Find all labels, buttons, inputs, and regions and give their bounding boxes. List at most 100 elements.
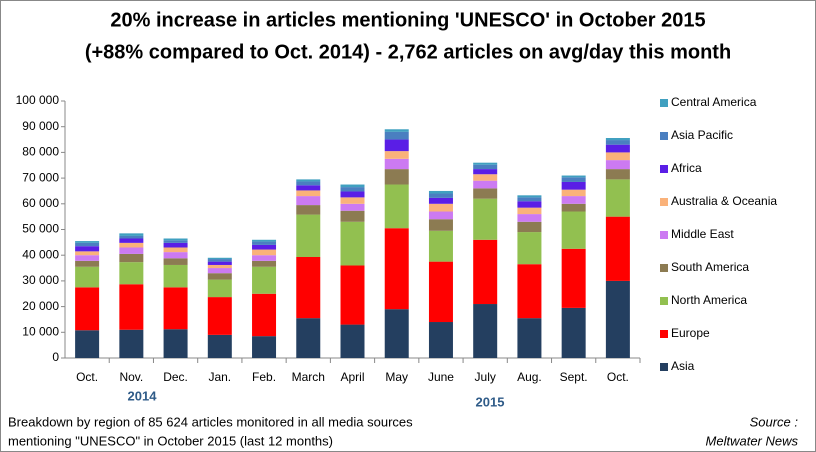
bar-segment [517,195,542,198]
bar-segment [340,187,365,192]
legend-label: Asia Pacific [671,128,733,142]
bar-segment [119,284,144,330]
bar-segment [428,261,453,323]
bar-segment [75,241,100,243]
y-tick-label: 50 000 [22,222,59,236]
bar-segment [473,198,498,240]
bar-segment [517,207,542,215]
x-tick-label: Sept. [560,370,588,384]
caption: mentioning "UNESCO" in October 2015 (las… [8,433,333,448]
x-tick-label: Jan. [208,370,231,384]
bar-segment [119,329,144,358]
bar-segment [561,177,586,182]
bar-segment [119,247,144,254]
bar-segment [561,175,586,178]
bar-segment [207,259,232,262]
bar-segment [340,191,365,198]
bar-segment [561,248,586,308]
bar-segment [119,242,144,248]
x-tick-label: Dec. [163,370,188,384]
bar-segment [75,260,100,267]
bar-segment [296,256,321,319]
legend-label: Europe [671,326,710,340]
legend-swatch [660,198,668,206]
bar-segment [517,264,542,319]
bar-segment [75,242,100,247]
y-tick-label: 80 000 [22,145,59,159]
bar-segment [163,247,188,253]
y-tick-label: 90 000 [22,119,59,133]
bar-segment [119,262,144,285]
bar-segment [384,139,409,152]
legend-label: Australia & Oceania [671,194,777,208]
bar-segment [252,293,277,337]
y-tick-label: 30 000 [22,273,59,287]
bar-segment [163,264,188,288]
bar-segment [473,188,498,199]
legend-swatch [660,231,668,239]
bar-segment [428,230,453,262]
bar-segment [384,129,409,132]
bar-segment [163,238,188,241]
bar-segment [163,242,188,248]
legend-swatch [660,99,668,107]
bar-segment [296,190,321,197]
x-tick-label: July [475,370,496,384]
bar-segment [252,266,277,294]
y-tick-label: 100 000 [16,93,60,107]
bar-segment [207,279,232,298]
bar-segment [207,273,232,280]
bar-segment [473,304,498,358]
bar-segment [296,185,321,191]
bar-segment [473,164,498,170]
bar-segment [561,196,586,204]
bar-segment [75,266,100,288]
bar-segment [561,307,586,358]
bar-segment [75,251,100,256]
bar-segment [517,214,542,222]
x-tick-label: April [340,370,364,384]
bar-segment [75,330,100,358]
bar-segment [163,240,188,243]
bar-segment [75,255,100,261]
bar-segment [473,169,498,175]
legend-swatch [660,297,668,305]
bar-segment [340,184,365,188]
bar-segment [207,334,232,358]
caption: Breakdown by region of 85 624 articles m… [8,414,413,429]
y-tick-label: 40 000 [22,247,59,261]
bar-segment [296,205,321,215]
y-tick-label: 20 000 [22,299,59,313]
bar-segment [428,203,453,212]
bar-segment [384,131,409,140]
bar-segment [296,181,321,186]
year-label: 2014 [128,388,158,403]
bar-segment [517,201,542,208]
bar-segment [605,140,630,145]
x-tick-label: Nov. [119,370,143,384]
bar-segment [428,197,453,204]
bar-segment [207,264,232,269]
legend-label: North America [671,293,747,307]
bar-segment [473,162,498,165]
bar-segment [119,253,144,263]
bar-segment [340,265,365,325]
y-tick-label: 70 000 [22,170,59,184]
bar-segment [340,197,365,204]
bar-segment [428,190,453,194]
bar-segment [561,181,586,190]
bar-segment [517,197,542,202]
bar-segment [605,160,630,170]
legend-swatch [660,165,668,173]
bar-segment [252,260,277,267]
bar-segment [517,318,542,358]
bar-segment [207,261,232,265]
bar-segment [561,189,586,197]
bar-segment [384,158,409,170]
bar-segment [252,241,277,245]
legend-label: South America [671,260,749,274]
bar-segment [384,151,409,159]
bar-segment [384,228,409,310]
bar-segment [473,239,498,305]
